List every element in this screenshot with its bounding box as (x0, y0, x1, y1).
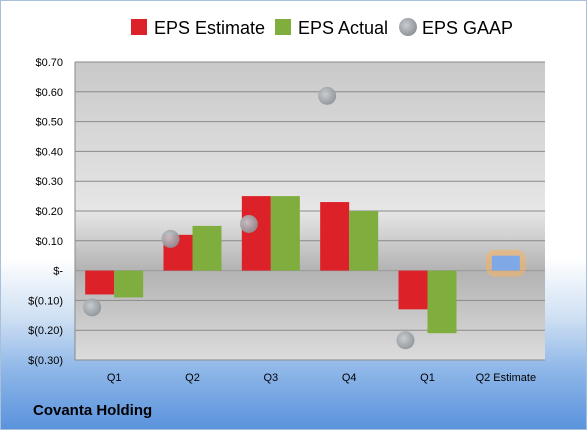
eps-estimate-bar (85, 270, 115, 295)
y-tick-label: $- (53, 266, 63, 278)
forecast-bar (491, 255, 520, 271)
legend-label: EPS Estimate (154, 18, 265, 38)
legend-label: EPS GAAP (422, 18, 513, 38)
x-tick-label: Q1 (420, 372, 435, 384)
x-tick-label: Q4 (342, 372, 357, 384)
y-tick-label: $0.50 (35, 117, 63, 129)
legend-swatch-eps-actual (275, 19, 291, 35)
eps-actual-bar (349, 211, 379, 271)
x-tick-label: Q3 (263, 372, 278, 384)
legend-label: EPS Actual (298, 18, 388, 38)
legend-swatch-eps-gaap (399, 18, 417, 36)
y-tick-label: $0.60 (35, 87, 63, 99)
y-tick-label: $(0.30) (28, 355, 63, 367)
x-tick-label: Q1 (107, 372, 122, 384)
y-tick-label: $0.20 (35, 206, 63, 218)
eps-gaap-point (239, 214, 258, 233)
eps-actual-bar (427, 270, 457, 334)
x-tick-label: Q2 (185, 372, 200, 384)
y-tick-label: $0.70 (35, 57, 63, 69)
eps-gaap-point (318, 86, 337, 105)
y-tick-label: $0.30 (35, 176, 63, 188)
eps-gaap-point (83, 298, 102, 317)
eps-estimate-bar (320, 202, 350, 271)
eps-actual-bar (114, 270, 144, 298)
eps-gaap-point (161, 229, 180, 248)
x-tick-label: Q2 Estimate (476, 372, 537, 384)
eps-gaap-point (396, 331, 415, 350)
eps-estimate-bar (241, 196, 271, 271)
y-tick-label: $0.40 (35, 146, 63, 158)
y-tick-label: $(0.10) (28, 295, 63, 307)
legend-swatch-eps-estimate (131, 19, 147, 35)
eps-actual-bar (270, 196, 300, 271)
company-name: Covanta Holding (33, 402, 153, 419)
y-tick-label: $0.10 (35, 236, 63, 248)
eps-estimate-bar (398, 270, 428, 310)
eps-actual-bar (192, 225, 222, 271)
y-tick-label: $(0.20) (28, 325, 63, 337)
